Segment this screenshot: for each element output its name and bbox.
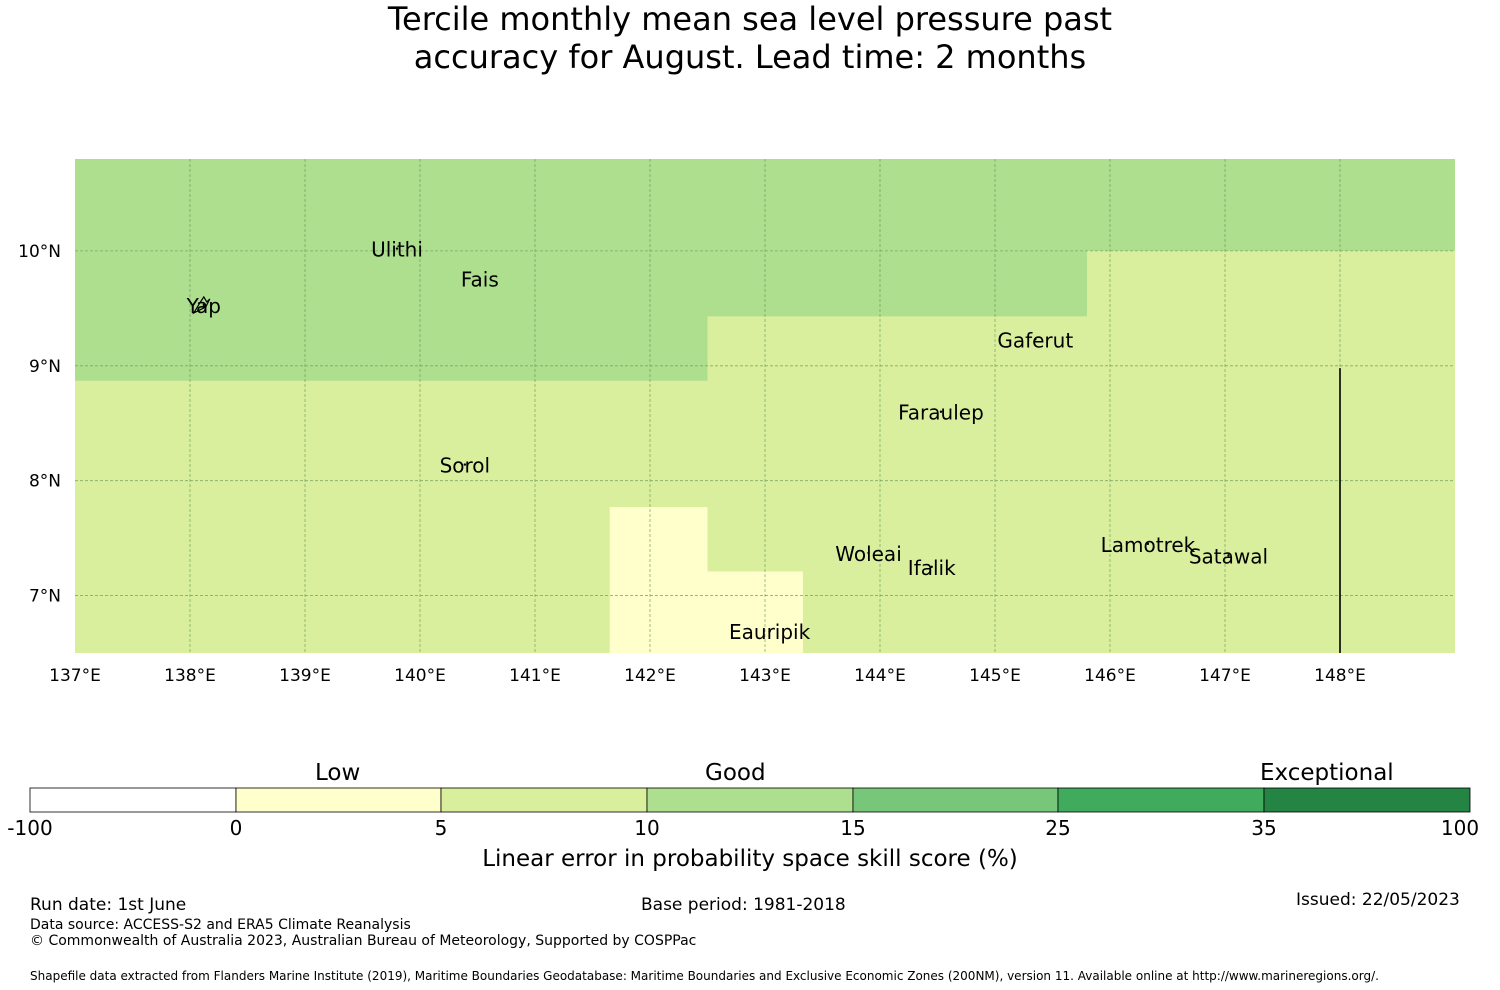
x-tick-label: 147°E bbox=[1199, 666, 1251, 686]
y-tick-label: 8°N bbox=[29, 472, 61, 492]
place-label: Fais bbox=[461, 267, 499, 291]
colorbar-tick: 25 bbox=[1045, 816, 1071, 840]
x-tick-label: 137°E bbox=[49, 666, 101, 686]
skill-region bbox=[707, 571, 803, 653]
place-label: Gaferut bbox=[997, 328, 1073, 352]
place-label: Lamotrek bbox=[1101, 533, 1196, 557]
x-tick-label: 145°E bbox=[969, 666, 1021, 686]
title-line-2: accuracy for August. Lead time: 2 months bbox=[413, 38, 1087, 76]
base-period: Base period: 1981-2018 bbox=[641, 895, 846, 915]
skill-region bbox=[609, 507, 708, 653]
x-tick-label: 146°E bbox=[1084, 666, 1136, 686]
island-marker bbox=[768, 629, 771, 633]
x-tick-label: 148°E bbox=[1314, 666, 1366, 686]
colorbar-tick: 5 bbox=[434, 816, 448, 840]
island-marker bbox=[1034, 338, 1037, 341]
x-tick-label: 139°E bbox=[279, 666, 331, 686]
copyright: © Commonwealth of Australia 2023, Austra… bbox=[30, 933, 697, 949]
island-marker bbox=[202, 303, 205, 307]
y-tick-label: 9°N bbox=[29, 357, 61, 377]
colorbar-segment bbox=[646, 787, 854, 813]
x-tick-label: 138°E bbox=[164, 666, 216, 686]
place-label: Woleai bbox=[835, 542, 902, 566]
island-marker bbox=[395, 247, 399, 250]
issued-date: Issued: 22/05/2023 bbox=[1296, 890, 1460, 910]
colorbar-segment bbox=[1263, 787, 1471, 813]
y-tick-label: 10°N bbox=[18, 242, 61, 262]
category-exceptional-label: Exceptional bbox=[1260, 760, 1394, 786]
category-low-label: Low bbox=[315, 760, 361, 786]
chart-title: Tercile monthly mean sea level pressure … bbox=[0, 0, 1500, 76]
colorbar-segment bbox=[235, 787, 442, 813]
colorbar-segment bbox=[29, 787, 237, 813]
place-label: Faraulep bbox=[898, 401, 984, 425]
island-marker bbox=[939, 410, 943, 413]
island-marker bbox=[478, 277, 481, 280]
place-label: Eauripik bbox=[729, 620, 811, 644]
place-label: Sorol bbox=[440, 454, 491, 478]
place-label: Ifalik bbox=[908, 556, 956, 580]
island-marker bbox=[1227, 554, 1230, 557]
x-tick-label: 144°E bbox=[854, 666, 906, 686]
place-label: Satawal bbox=[1189, 544, 1268, 568]
x-tick-label: 141°E bbox=[509, 666, 561, 686]
shapefile-credit: Shapefile data extracted from Flanders M… bbox=[30, 969, 1379, 983]
category-good-label: Good bbox=[705, 760, 766, 786]
colorbar-tick: 15 bbox=[840, 816, 866, 840]
x-tick-label: 143°E bbox=[739, 666, 791, 686]
island-marker bbox=[463, 463, 467, 466]
place-label: Ulithi bbox=[371, 238, 423, 262]
island-marker bbox=[930, 565, 933, 569]
data-source: Data source: ACCESS-S2 and ERA5 Climate … bbox=[30, 917, 411, 933]
yap-island-shape bbox=[192, 295, 211, 315]
colorbar-segment bbox=[1057, 787, 1265, 813]
colorbar-tick: 100 bbox=[1440, 816, 1480, 840]
colorbar-label: Linear error in probability space skill … bbox=[482, 846, 1018, 872]
colorbar-tick: 0 bbox=[229, 816, 243, 840]
colorbar-tick: -100 bbox=[7, 816, 53, 840]
x-tick-label: 140°E bbox=[394, 666, 446, 686]
colorbar-tick: 10 bbox=[634, 816, 660, 840]
skill-region bbox=[75, 250, 1087, 317]
y-tick-label: 7°N bbox=[29, 587, 61, 607]
x-tick-label: 142°E bbox=[624, 666, 676, 686]
colorbar-segment bbox=[440, 787, 648, 813]
title-line-1: Tercile monthly mean sea level pressure … bbox=[387, 0, 1113, 38]
colorbar-segment bbox=[852, 787, 1059, 813]
island-marker bbox=[867, 551, 870, 555]
colorbar-tick: 35 bbox=[1251, 816, 1277, 840]
run-date: Run date: 1st June bbox=[30, 895, 187, 915]
island-marker bbox=[1146, 542, 1150, 546]
skill-region bbox=[75, 316, 708, 381]
